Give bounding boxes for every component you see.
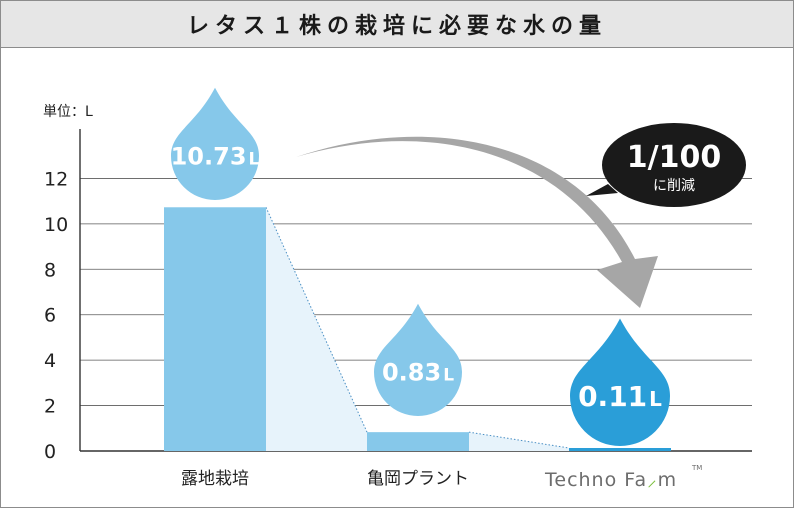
value-number-1: 0.83 (382, 358, 441, 386)
bubble-main-text: 1/100 (627, 140, 721, 175)
bar-layer (164, 207, 671, 451)
brand-leaf: ⸝ (647, 469, 658, 491)
value-unit-1: L (443, 365, 454, 385)
brand-tm: TM (691, 464, 702, 472)
bar-1 (367, 432, 469, 451)
chart-title: レタス１株の栽培に必要な水の量 (186, 14, 607, 39)
shade-layer (265, 207, 570, 451)
bubble-sub-text: に削減 (653, 177, 695, 194)
y-tick-label-8: 8 (44, 259, 56, 281)
shade-0 (266, 207, 367, 451)
bubble-tail (586, 184, 618, 196)
value-label-2: 0.11 L (578, 380, 662, 413)
value-label-1: 0.83 L (382, 358, 454, 386)
value-unit-2: L (649, 387, 662, 411)
value-unit-0: L (249, 149, 260, 169)
value-label-0: 10.73 L (171, 142, 260, 170)
shade-1 (469, 432, 569, 451)
y-tick-label-4: 4 (44, 350, 56, 372)
speech-bubble (602, 123, 746, 207)
brand-text-b: m (658, 469, 678, 491)
connector-1 (468, 431, 570, 449)
water-drop-0 (171, 87, 259, 200)
brand-logo: Techno Fa⸝m (544, 469, 677, 491)
category-label-0: 露地栽培 (181, 469, 249, 489)
reduction-arrow (296, 136, 658, 308)
y-tick-label-6: 6 (44, 305, 56, 327)
category-label-1: 亀岡プラント (367, 469, 469, 489)
title-bar: レタス１株の栽培に必要な水の量 (1, 1, 793, 48)
connector-0 (265, 207, 368, 433)
y-tick-label-10: 10 (44, 214, 68, 236)
y-tick-label-2: 2 (44, 396, 56, 418)
y-tick-label-0: 0 (44, 441, 56, 463)
arrow-layer (296, 136, 658, 308)
unit-label: 単位：L (43, 104, 93, 120)
value-number-2: 0.11 (578, 380, 647, 413)
water-drop-1 (374, 303, 462, 416)
y-tick-label-12: 12 (44, 168, 68, 190)
bar-2 (569, 448, 671, 451)
brand-text-a: Techno Fa (544, 469, 647, 491)
value-number-0: 10.73 (171, 142, 247, 170)
water-drop-2 (570, 318, 670, 446)
bar-0 (164, 207, 266, 451)
